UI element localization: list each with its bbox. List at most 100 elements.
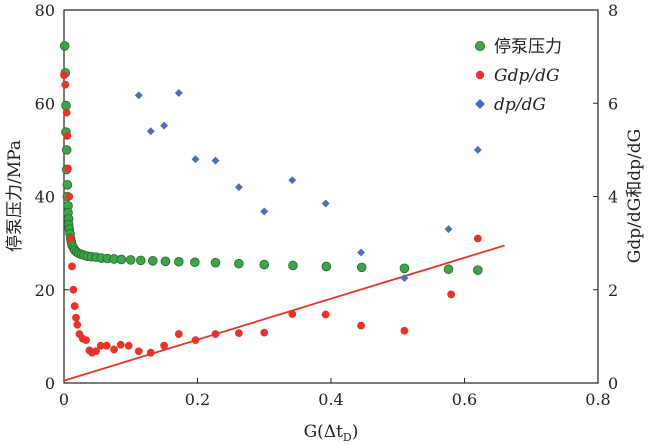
legend-label-gdpdg: Gdp/dG	[494, 66, 560, 86]
y-right-tick-label: 8	[608, 1, 618, 20]
legend-marker-gdpdg	[475, 70, 485, 80]
dpdg-point	[234, 183, 243, 192]
dpdg-point	[400, 274, 409, 283]
dpdg-point	[146, 127, 155, 136]
gdpdg-point	[116, 340, 125, 349]
shutin-pressure-point	[473, 265, 483, 275]
shutin-pressure-point	[174, 256, 184, 267]
gdpdg-point	[63, 131, 72, 140]
gdpdg-point	[447, 290, 456, 299]
gdpdg-point	[160, 341, 169, 350]
y-right-tick-label: 0	[608, 374, 618, 393]
y-right-tick-label: 2	[608, 281, 618, 300]
legend: 停泵压力 Gdp/dG dp/dG	[474, 37, 562, 115]
shutin-pressure-point	[160, 256, 171, 267]
shutin-pressure-point	[210, 257, 221, 268]
dpdg-point	[134, 91, 143, 100]
x-axis-title-main: G(Δt	[304, 422, 343, 442]
gdpdg-point	[72, 313, 80, 322]
y-left-tick-label: 40	[35, 188, 55, 207]
dpdg-point	[160, 121, 169, 130]
gdpdg-point	[82, 336, 90, 345]
shutin-pressure-point	[443, 264, 454, 275]
x-axis-title-suffix: )	[352, 422, 359, 442]
y-right-tick-label: 6	[608, 94, 618, 113]
x-tick-label: 0.2	[185, 390, 210, 409]
gdpdg-point	[260, 328, 269, 337]
dpdg-point	[444, 225, 453, 234]
gdpdg-point	[110, 345, 118, 354]
shutin-pressure-point	[288, 260, 298, 271]
gdpdg-point	[60, 71, 68, 80]
gdpdg-point	[174, 330, 183, 338]
x-tick-label: 0.4	[318, 390, 343, 409]
gdpdg-point	[321, 310, 330, 319]
gdpdg-point	[92, 347, 100, 356]
gdpdg-point	[73, 320, 82, 329]
shutin-pressure-point	[356, 262, 367, 273]
shutin-pressure-point	[190, 257, 200, 268]
gdpdg-trendline	[63, 244, 505, 382]
gdpdg-point	[69, 285, 78, 294]
series-2	[60, 71, 482, 357]
y-left-tick-label: 60	[35, 94, 55, 113]
x-axis-title-subscript: D	[343, 431, 352, 444]
y-axis-left: 0 20 40 60 80	[35, 1, 69, 393]
legend-label-shutin-pressure: 停泵压力	[494, 37, 562, 57]
gdpdg-point	[400, 326, 409, 335]
gdpdg-point	[134, 347, 143, 356]
x-tick-label: 0	[59, 390, 69, 409]
shutin-pressure-point	[62, 180, 73, 190]
dpdg-point	[211, 156, 220, 165]
y-left-tick-label: 20	[35, 281, 55, 300]
x-tick-label: 0.6	[452, 390, 477, 409]
y-axis-right-title: Gdp/dG和dp/dG	[625, 129, 645, 264]
dpdg-point	[288, 176, 297, 185]
shutin-pressure-point	[59, 41, 70, 51]
shutin-pressure-point	[61, 100, 71, 111]
gdpdg-point	[234, 329, 243, 338]
gdpdg-point	[61, 80, 70, 89]
shutin-pressure-point	[116, 254, 127, 265]
gdpdg-point	[64, 164, 72, 173]
gdpdg-point	[96, 341, 105, 350]
legend-label-dpdg: dp/dG	[494, 95, 546, 115]
shutin-pressure-point	[135, 255, 146, 266]
gdpdg-point	[124, 341, 133, 350]
dpdg-point	[357, 248, 365, 257]
legend-marker-dpdg	[475, 99, 485, 109]
dpdg-point	[174, 89, 183, 97]
gdpdg-point	[146, 348, 155, 357]
gdpdg-point	[66, 234, 75, 243]
gdpdg-point	[62, 108, 71, 117]
x-tick-label: 0.8	[585, 390, 610, 409]
gdpdg-point	[65, 192, 74, 201]
y-axis-left-title: 停泵压力/MPa	[5, 140, 25, 252]
legend-marker-shutin-pressure	[474, 41, 485, 52]
dpdg-point	[473, 145, 482, 154]
shutin-pressure-point	[125, 255, 136, 265]
shutin-pressure-point	[234, 258, 244, 269]
series-layer	[59, 41, 505, 382]
shutin-pressure-point	[61, 145, 72, 155]
y-right-tick-label: 4	[608, 188, 618, 207]
gdpdg-point	[70, 302, 79, 310]
dpdg-point	[321, 199, 330, 208]
shutin-pressure-point	[259, 259, 270, 270]
gdpdg-point	[357, 321, 365, 330]
y-left-tick-label: 80	[35, 1, 55, 20]
y-axis-right: 0 2 4 6 8	[593, 1, 618, 393]
series-1	[59, 41, 483, 275]
dpdg-point	[260, 207, 269, 216]
x-axis: 0 0.2 0.4 0.6 0.8	[59, 378, 611, 409]
dpdg-point	[191, 155, 200, 164]
shutin-pressure-point	[321, 261, 332, 272]
series-3	[134, 89, 482, 283]
gdpdg-point	[211, 330, 220, 338]
gdpdg-point	[191, 336, 200, 345]
gdpdg-point	[68, 262, 76, 271]
y-left-tick-label: 0	[45, 374, 55, 393]
gdpdg-point	[288, 310, 297, 318]
gdpdg-point	[473, 234, 482, 243]
